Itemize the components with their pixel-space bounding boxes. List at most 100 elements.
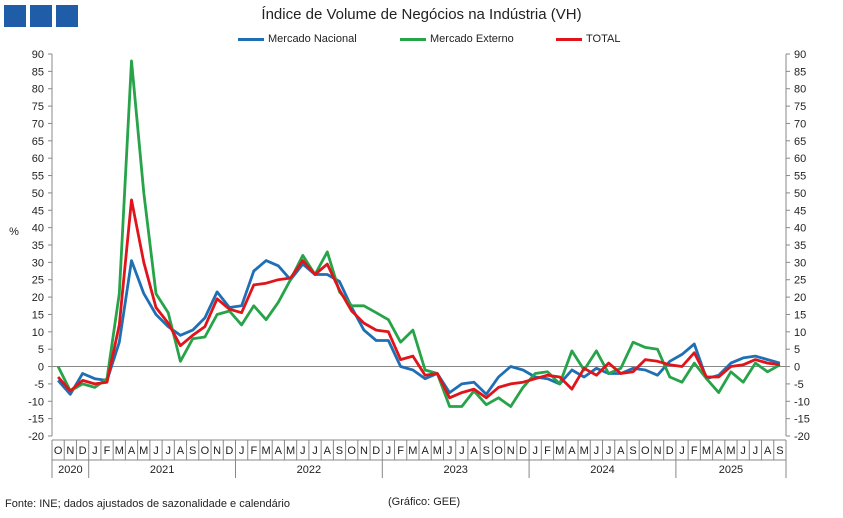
x-tick-label-month: J [679,445,685,457]
x-tick-label-month: J [532,445,538,457]
series-line-total [57,198,781,400]
x-tick-label-month: S [336,445,343,457]
x-tick-label-month: M [139,445,148,457]
legend-swatch-mercado-nacional [238,37,264,41]
y-tick-label-right: 85 [794,66,806,78]
y-tick-label-left: 15 [32,309,44,321]
y-tick-label-left: -5 [34,379,44,391]
x-tick-label-month: D [519,445,527,457]
y-tick-label-left: 0 [38,362,44,374]
legend-label: Mercado Externo [430,33,514,45]
x-tick-label-month: J [606,445,612,457]
x-tick-label-month: M [580,445,589,457]
y-tick-label-right: -20 [794,431,810,443]
x-tick-label-month: S [776,445,783,457]
x-tick-label-month: J [459,445,465,457]
x-tick-label-month: J [92,445,98,457]
x-tick-label-month: A [568,445,576,457]
credit-note: (Gráfico: GEE) [388,496,461,508]
y-tick-label-right: 5 [794,344,800,356]
x-tick-label-month: S [189,445,196,457]
y-tick-label-left: -20 [28,431,44,443]
legend-label: Mercado Nacional [268,33,357,45]
y-tick-label-right: 30 [794,257,806,269]
x-tick-label-month: N [360,445,368,457]
y-tick-label-right: -10 [794,396,810,408]
x-tick-label-month: J [153,445,159,457]
x-tick-label-month: J [386,445,392,457]
x-tick-label-month: O [347,445,356,457]
y-tick-label-left: 80 [32,84,44,96]
y-tick-label-left: 30 [32,257,44,269]
logo [4,5,78,27]
y-tick-label-left: 60 [32,153,44,165]
y-tick-label-right: -5 [794,379,804,391]
y-tick-label-left: 65 [32,136,44,148]
x-tick-label-month: N [66,445,74,457]
x-tick-label-month: J [594,445,600,457]
legend-item-mercado-nacional: Mercado Nacional [238,33,357,45]
x-tick-label-year: 2022 [297,464,321,476]
x-tick-label-month: A [324,445,332,457]
y-tick-label-right: 0 [794,362,800,374]
x-tick-label-year: 2025 [719,464,743,476]
x-tick-label-month: A [470,445,478,457]
y-tick-label-right: -15 [794,414,810,426]
x-tick-label-month: A [275,445,283,457]
source-note: Fonte: INE; dados ajustados de sazonalid… [5,498,290,510]
y-tick-label-right: 20 [794,292,806,304]
legend-item-total: TOTAL [556,33,620,45]
y-tick-label-left: -15 [28,414,44,426]
x-tick-label-month: A [764,445,772,457]
y-tick-label-right: 70 [794,118,806,130]
y-tick-label-left: 50 [32,188,44,200]
x-tick-label-month: J [300,445,306,457]
x-tick-label-month: M [115,445,124,457]
x-tick-label-month: M [555,445,564,457]
x-tick-label-month: M [261,445,270,457]
y-tick-label-left: 25 [32,275,44,287]
y-tick-label-left: 10 [32,327,44,339]
y-tick-label-right: 35 [794,240,806,252]
y-tick-label-left: -10 [28,396,44,408]
y-tick-label-right: 90 [794,49,806,61]
y-tick-label-left: 70 [32,118,44,130]
y-tick-label-right: 45 [794,205,806,217]
legend-swatch-total [556,37,582,41]
x-tick-label-month: M [726,445,735,457]
x-tick-label-month: S [483,445,490,457]
x-tick-label-month: N [213,445,221,457]
x-tick-label-month: J [239,445,245,457]
x-tick-label-month: F [250,445,257,457]
x-tick-label-month: J [165,445,171,457]
y-tick-label-left: 55 [32,171,44,183]
x-tick-label-month: O [494,445,503,457]
x-tick-label-month: A [617,445,625,457]
x-tick-label-month: M [286,445,295,457]
x-tick-label-month: D [372,445,380,457]
series-line-mercado-externo [56,59,781,408]
x-tick-label-month: N [507,445,515,457]
y-tick-label-right: 60 [794,153,806,165]
x-tick-label-month: M [408,445,417,457]
y-tick-label-right: 15 [794,309,806,321]
x-tick-label-month: J [312,445,318,457]
y-tick-label-left: 75 [32,101,44,113]
legend-swatch-mercado-externo [400,37,426,41]
x-tick-label-year: 2024 [590,464,614,476]
x-tick-label-month: F [397,445,404,457]
x-tick-label-month: A [421,445,429,457]
y-tick-label-right: 40 [794,223,806,235]
y-tick-label-right: 50 [794,188,806,200]
x-tick-label-month: M [433,445,442,457]
x-tick-label-year: 2021 [150,464,174,476]
y-tick-label-left: 20 [32,292,44,304]
x-tick-label-month: O [641,445,650,457]
y-tick-label-left: 5 [38,344,44,356]
x-tick-label-year: 2023 [443,464,467,476]
y-tick-label-right: 80 [794,84,806,96]
x-tick-label-month: A [177,445,185,457]
y-tick-label-left: 40 [32,223,44,235]
y-tick-label-right: 25 [794,275,806,287]
